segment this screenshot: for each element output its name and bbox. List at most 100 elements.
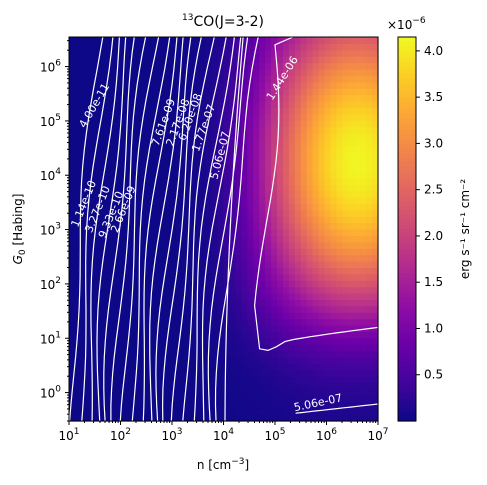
heatmap-cell [265,376,272,384]
heatmap-cell [336,273,343,281]
heatmap-cell [271,133,278,140]
heatmap-cell [98,408,106,416]
heatmap-cell [241,120,248,128]
heatmap-cell [146,229,153,236]
heatmap-cell [271,382,278,390]
heatmap-cell [241,94,248,102]
heatmap-cell [324,190,332,198]
heatmap-cell [181,357,189,364]
heatmap-cell [217,49,225,57]
heatmap-cell [110,235,118,243]
heatmap-cell [146,139,153,147]
heatmap-cell [276,305,284,313]
heatmap-cell [199,37,207,44]
heatmap-cell [110,190,118,198]
heatmap-cell [122,414,130,422]
heatmap-cell [110,62,118,70]
heatmap-cell [324,235,332,243]
heatmap-cell [104,357,112,364]
heatmap-cell [253,325,260,332]
heatmap-cell [98,318,106,326]
heatmap-cell [104,389,112,396]
heatmap-cell [312,145,320,153]
heatmap-cell [354,299,361,307]
heatmap-cell [170,241,177,249]
heatmap-cell [181,350,189,358]
heatmap-cell [104,350,112,358]
heatmap-cell [312,184,320,192]
heatmap-cell [342,43,349,51]
heatmap-cell [152,203,159,211]
heatmap-cell [74,273,82,281]
heatmap-cell [306,280,314,288]
heatmap-cell [294,241,302,249]
heatmap-cell [158,369,165,377]
heatmap-cell [98,280,106,288]
heatmap-cell [360,293,367,300]
colorbar-tick-label: 1.5 [424,275,443,289]
heatmap-cell [348,139,355,147]
heatmap-cell [282,350,290,358]
heatmap-cell [354,145,361,153]
heatmap-cell [158,331,165,339]
heatmap-cell [69,241,76,249]
heatmap-cell [336,222,343,230]
heatmap-cell [348,88,355,96]
heatmap-cell [116,209,124,217]
heatmap-cell [98,190,106,198]
heatmap-cell [276,145,284,153]
heatmap-cell [342,318,349,326]
heatmap-cell [318,241,326,249]
heatmap-cell [158,261,165,268]
heatmap-cell [199,152,207,160]
heatmap-cell [110,216,118,224]
heatmap-cell [199,414,207,422]
heatmap-cell [80,81,88,89]
heatmap-cell [152,331,159,339]
heatmap-cell [170,254,177,262]
heatmap-cell [134,254,141,262]
heatmap-cell [205,203,213,211]
heatmap-cell [211,133,219,140]
heatmap-cell [241,88,248,96]
heatmap-cell [205,305,213,313]
heatmap-cell [282,318,290,326]
heatmap-cell [205,286,213,294]
heatmap-cell [247,369,254,377]
heatmap-cell [223,101,231,108]
heatmap-cell [324,389,332,396]
heatmap-cell [306,145,314,153]
heatmap-cell [74,344,82,352]
heatmap-cell [170,312,177,320]
heatmap-cell [318,229,326,236]
colorbar-segment [398,277,416,282]
heatmap-cell [187,235,195,243]
heatmap-cell [366,357,373,364]
heatmap-cell [300,389,308,396]
heatmap-cell [104,203,112,211]
heatmap-cell [366,267,373,275]
heatmap-cell [152,241,159,249]
heatmap-cell [229,312,236,320]
heatmap-cell [235,37,242,44]
heatmap-cell [265,286,272,294]
heatmap-cell [324,62,332,70]
heatmap-cell [253,267,260,275]
heatmap-cell [158,37,165,44]
heatmap-cell [175,325,183,332]
heatmap-cell [122,229,130,236]
heatmap-cell [86,414,94,422]
heatmap-cell [372,88,379,96]
heatmap-cell [235,369,242,377]
heatmap-cell [229,401,236,409]
heatmap-cell [175,280,183,288]
heatmap-cell [330,401,337,409]
heatmap-cell [366,369,373,377]
heatmap-cell [229,273,236,281]
heatmap-cell [241,241,248,249]
heatmap-cell [360,299,367,307]
heatmap-cell [86,331,94,339]
heatmap-cell [306,241,314,249]
heatmap-cell [193,203,201,211]
heatmap-cell [318,158,326,166]
